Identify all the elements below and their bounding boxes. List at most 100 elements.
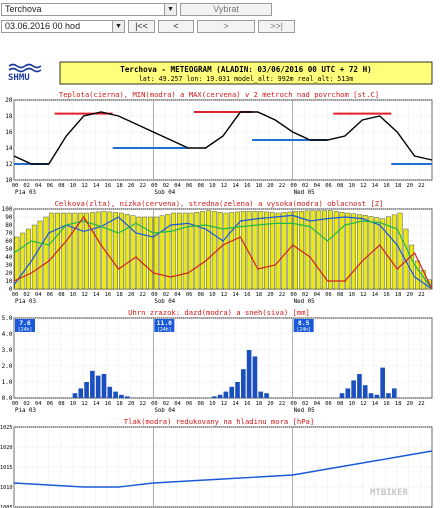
day-label: Pia 03 — [15, 408, 36, 414]
cloud-total-bar — [316, 210, 322, 290]
y-tick-label: 18 — [5, 113, 13, 120]
y-tick-label: 50 — [5, 246, 13, 253]
cloud-total-bar — [188, 212, 194, 290]
cloud-total-bar — [113, 212, 119, 290]
x-tick-label: 14 — [372, 401, 379, 407]
day-label: Ned 05 — [294, 299, 315, 305]
select-button[interactable]: Vybrat — [180, 3, 272, 16]
pressure-title: Tlak(modra) redukovany na hladinu mora [… — [124, 417, 314, 426]
x-tick-label: 22 — [279, 401, 286, 407]
precip-bar — [357, 374, 362, 398]
cloud-total-bar — [362, 215, 368, 290]
x-tick-label: 10 — [209, 292, 216, 298]
day-label: Sob 04 — [154, 408, 175, 414]
x-tick-label: 06 — [47, 183, 54, 189]
precip-bar — [391, 388, 397, 398]
day-label: Sob 04 — [154, 190, 175, 196]
cloud-total-bar — [211, 211, 217, 290]
x-tick-label: 12 — [221, 183, 228, 189]
precip-bar — [78, 388, 84, 398]
x-tick-label: 02 — [163, 401, 170, 407]
first-button[interactable]: |<< — [128, 20, 155, 33]
x-tick-label: 10 — [70, 401, 77, 407]
x-tick-label: 06 — [186, 183, 193, 189]
daily-total-box — [15, 319, 35, 332]
x-tick-label: 14 — [93, 183, 100, 189]
cloud-title: Celkova(zlta), nizka(cervena), stredna(z… — [55, 199, 384, 208]
y-tick-label: 3.0 — [2, 347, 13, 354]
cloud-total-bar — [304, 210, 310, 290]
x-tick-label: 20 — [407, 292, 414, 298]
y-tick-label: 100 — [2, 206, 13, 213]
precip-bar — [380, 367, 385, 398]
chevron-down-icon: ▼ — [164, 4, 176, 15]
prev-button[interactable]: < — [158, 20, 194, 33]
day-label: Pia 03 — [15, 299, 36, 305]
cloud-total-bar — [357, 214, 362, 290]
cloud-total-bar — [66, 212, 72, 290]
daily-total-value: 7.6 — [19, 319, 31, 327]
cloud-total-bar — [165, 214, 171, 290]
precip-bar — [113, 391, 118, 398]
cloud-total-bar — [142, 216, 148, 290]
next-button[interactable]: > — [197, 20, 255, 33]
x-tick-label: 16 — [105, 183, 112, 189]
x-tick-label: 10 — [70, 183, 77, 189]
day-label: Ned 05 — [294, 190, 315, 196]
x-tick-label: 12 — [360, 401, 367, 407]
x-tick-label: 12 — [360, 183, 367, 189]
cloud-total-bar — [171, 212, 177, 290]
precip-bar — [235, 382, 240, 398]
precip-bar — [339, 393, 345, 398]
daily-total-box — [154, 319, 175, 332]
datetime-select[interactable]: 03.06.2016 00 hod ▼ — [1, 20, 125, 33]
cloud-total-bar — [333, 211, 339, 290]
cloud-total-bar — [153, 216, 159, 290]
precip-bar — [252, 356, 258, 398]
x-tick-label: 16 — [383, 183, 390, 189]
x-tick-label: 14 — [232, 292, 239, 298]
x-tick-label: 08 — [337, 401, 344, 407]
x-tick-label: 18 — [256, 292, 263, 298]
cloud-total-bar — [328, 210, 333, 290]
cloud-total-bar — [177, 212, 182, 290]
cloud-total-bar — [95, 211, 101, 290]
precip-bar — [345, 388, 351, 398]
cloud-stredna-line — [13, 220, 433, 290]
y-tick-label: 1025 — [0, 425, 13, 431]
cloud-total-bar — [240, 211, 246, 290]
x-tick-label: 14 — [93, 401, 100, 407]
x-tick-label: 20 — [128, 292, 135, 298]
x-tick-label: 00 — [290, 292, 297, 298]
cloud-total-bar — [37, 220, 43, 290]
x-tick-label: 04 — [174, 183, 181, 189]
x-tick-label: 02 — [302, 401, 309, 407]
x-tick-label: 22 — [279, 183, 286, 189]
x-tick-label: 04 — [35, 292, 42, 298]
day-label: Sob 04 — [154, 299, 175, 305]
precip-bar — [229, 386, 235, 398]
x-tick-label: 20 — [267, 292, 274, 298]
x-tick-label: 02 — [23, 292, 30, 298]
cloud-total-bar — [415, 260, 420, 290]
x-tick-label: 04 — [35, 401, 42, 407]
x-tick-label: 04 — [314, 401, 321, 407]
y-tick-label: 1.0 — [2, 379, 13, 386]
x-tick-label: 20 — [267, 401, 274, 407]
cloud-nizka-line — [13, 215, 433, 290]
x-tick-label: 06 — [47, 292, 54, 298]
x-tick-label: 06 — [325, 183, 332, 189]
x-tick-label: 02 — [163, 292, 170, 298]
cloud-total-bar — [159, 215, 165, 290]
y-tick-label: 0 — [9, 286, 13, 293]
last-button[interactable]: >>| — [258, 20, 295, 33]
location-select[interactable]: Terchova ▼ — [1, 3, 177, 16]
x-tick-label: 08 — [58, 401, 65, 407]
precip-bar — [217, 394, 223, 398]
precip-bar — [241, 369, 246, 398]
cloud-total-bar — [269, 212, 275, 290]
x-tick-label: 16 — [244, 183, 251, 189]
x-tick-label: 14 — [93, 292, 100, 298]
x-tick-label: 16 — [244, 401, 251, 407]
